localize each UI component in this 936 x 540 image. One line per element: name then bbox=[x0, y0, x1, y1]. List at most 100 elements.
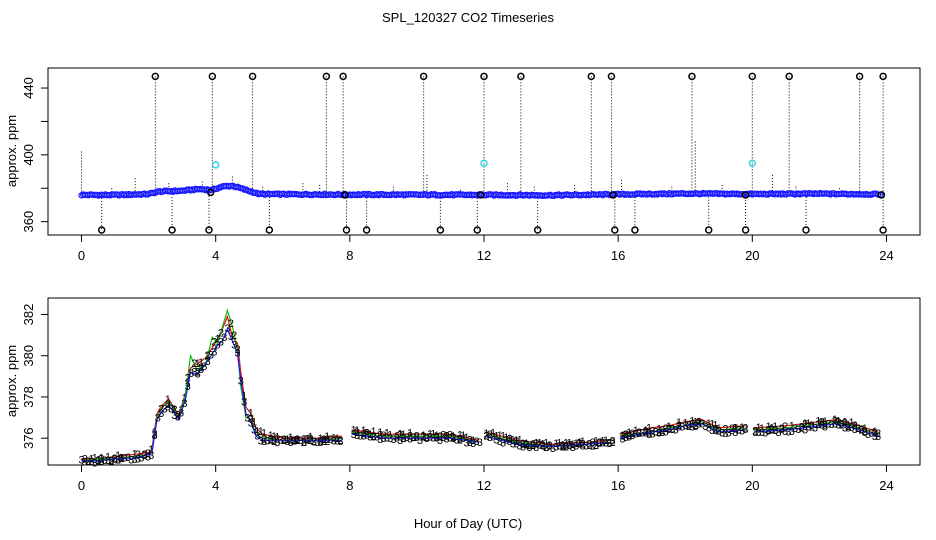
bottom-series-3-marker: 3 bbox=[503, 435, 509, 447]
bottom-series-3-marker: 3 bbox=[175, 412, 181, 424]
bottom-series-3-marker: 3 bbox=[185, 381, 191, 393]
bottom-series-3-marker: 3 bbox=[799, 421, 805, 433]
bottom-series-1-marker: 1 bbox=[500, 430, 506, 442]
bottom-series-3: 3333333333333333333333333333333333333333… bbox=[78, 323, 881, 470]
bottom-series-3-marker: 3 bbox=[470, 438, 476, 450]
bottom-series-3-marker: 3 bbox=[188, 368, 194, 380]
bottom-series-3-marker: 3 bbox=[623, 432, 629, 444]
bottom-series-3-marker: 3 bbox=[198, 364, 204, 376]
bottom-series-1-marker: 1 bbox=[756, 422, 762, 434]
bottom-series-3-marker: 3 bbox=[722, 428, 728, 440]
bottom-series-3-marker: 3 bbox=[819, 420, 825, 432]
top-max-point bbox=[339, 72, 347, 81]
bottom-series-3-marker: 3 bbox=[699, 419, 705, 431]
bottom-series-2-marker: 2 bbox=[729, 423, 735, 435]
bottom-series-3-marker: 3 bbox=[862, 427, 868, 439]
bottom-series-3-marker: 3 bbox=[726, 427, 732, 439]
bottom-series-1-marker: 1 bbox=[543, 438, 549, 450]
bottom-series-3-marker: 3 bbox=[473, 436, 479, 448]
bottom-x-tick-label: 0 bbox=[78, 478, 85, 493]
top-x-tick-label: 24 bbox=[879, 248, 893, 263]
bottom-series-2-line bbox=[351, 431, 480, 443]
bottom-series-1-marker: 1 bbox=[646, 423, 652, 435]
bottom-series-3-marker: 3 bbox=[387, 433, 393, 445]
bottom-series-1-marker: 1 bbox=[95, 454, 101, 466]
bottom-series-2-marker: 2 bbox=[108, 455, 114, 467]
bottom-ylabel: approx. ppm bbox=[4, 345, 19, 417]
bottom-series-3-marker: 3 bbox=[400, 433, 406, 445]
bottom-series-3-marker: 3 bbox=[374, 432, 380, 444]
bottom-series-2-marker: 2 bbox=[301, 437, 307, 449]
bottom-series-1-marker: 1 bbox=[463, 432, 469, 444]
bottom-series-3-marker: 3 bbox=[151, 430, 157, 442]
bottom-series-1-marker: 1 bbox=[540, 439, 546, 451]
bottom-series-2-marker: 2 bbox=[198, 362, 204, 374]
bottom-series-3-marker: 3 bbox=[288, 437, 294, 449]
bottom-series-1-line bbox=[351, 429, 480, 441]
bottom-series-1-marker: 1 bbox=[536, 437, 542, 449]
bottom-series-2-marker: 2 bbox=[629, 428, 635, 440]
bottom-series-2-marker: 2 bbox=[855, 423, 861, 435]
bottom-series-3-marker: 3 bbox=[719, 428, 725, 440]
bottom-series-3-marker: 3 bbox=[447, 432, 453, 444]
bottom-series-3-marker: 3 bbox=[95, 456, 101, 468]
bottom-series-1-marker: 1 bbox=[400, 429, 406, 441]
top-mean-points bbox=[78, 182, 883, 200]
bottom-series-3-marker: 3 bbox=[234, 347, 240, 359]
bottom-series-3-marker: 3 bbox=[477, 437, 483, 449]
panel-top: 0 4 8 12 16 20 24 360 400 440 approx. ppm bbox=[4, 67, 921, 263]
bottom-series-3-line bbox=[81, 327, 342, 462]
bottom-series-2-marker: 2 bbox=[875, 428, 881, 440]
bottom-series-1-marker: 1 bbox=[802, 418, 808, 430]
bottom-series-3-marker: 3 bbox=[729, 425, 735, 437]
top-min-point bbox=[879, 226, 887, 234]
bottom-series-2-marker: 2 bbox=[835, 416, 841, 428]
bottom-series-2-marker: 2 bbox=[158, 403, 164, 415]
bottom-series-3-marker: 3 bbox=[573, 441, 579, 453]
bottom-series-2-marker: 2 bbox=[819, 417, 825, 429]
top-calibration-point bbox=[748, 159, 757, 167]
bottom-x-tick-label: 20 bbox=[745, 478, 759, 493]
bottom-series-3-marker: 3 bbox=[457, 433, 463, 445]
bottom-series-2-marker: 2 bbox=[231, 330, 237, 342]
bottom-series-1-marker: 1 bbox=[165, 394, 171, 406]
bottom-y-tick-label: 382 bbox=[21, 304, 36, 326]
bottom-series-3-line bbox=[485, 435, 612, 448]
bottom-series-1-marker: 1 bbox=[862, 423, 868, 435]
bottom-series-2-marker: 2 bbox=[444, 430, 450, 442]
bottom-series-3-marker: 3 bbox=[460, 433, 466, 445]
bottom-series-3-marker: 3 bbox=[629, 430, 635, 442]
bottom-series-2-marker: 2 bbox=[380, 430, 386, 442]
top-max-point bbox=[248, 72, 257, 81]
bottom-series-1-marker: 1 bbox=[324, 431, 330, 443]
bottom-series-3-marker: 3 bbox=[82, 457, 88, 469]
top-flag-point bbox=[609, 191, 617, 199]
bottom-series-3-marker: 3 bbox=[560, 441, 566, 453]
bottom-series-2-marker: 2 bbox=[676, 420, 682, 432]
bottom-series-1-marker: 1 bbox=[553, 438, 559, 450]
bottom-series-3-marker: 3 bbox=[161, 404, 167, 416]
bottom-series-3-marker: 3 bbox=[102, 455, 108, 467]
bottom-series-3-marker: 3 bbox=[832, 419, 838, 431]
bottom-series-3-marker: 3 bbox=[848, 422, 854, 434]
top-calibration-point bbox=[480, 159, 488, 167]
bottom-series-3-marker: 3 bbox=[331, 435, 337, 447]
top-x-tick-label: 16 bbox=[611, 248, 625, 263]
top-y-tick-label: 400 bbox=[21, 144, 36, 166]
bottom-series-2-marker: 2 bbox=[872, 427, 878, 439]
bottom-series-2-marker: 2 bbox=[205, 350, 211, 362]
top-y-tick-label: 440 bbox=[21, 77, 36, 99]
top-min-point bbox=[436, 226, 445, 234]
bottom-series-1-marker: 1 bbox=[361, 425, 367, 437]
bottom-series-2-marker: 2 bbox=[400, 433, 406, 445]
top-min-point bbox=[631, 226, 639, 234]
bottom-series-3-marker: 3 bbox=[354, 430, 360, 442]
bottom-series-2-marker: 2 bbox=[722, 423, 728, 435]
bottom-series-2-marker: 2 bbox=[842, 417, 848, 429]
bottom-series-2-marker: 2 bbox=[211, 336, 217, 348]
bottom-series-3-marker: 3 bbox=[88, 456, 94, 468]
bottom-series-3-marker: 3 bbox=[128, 454, 134, 466]
bottom-series-3-marker: 3 bbox=[852, 424, 858, 436]
bottom-series-1-marker: 1 bbox=[626, 427, 632, 439]
bottom-series-2-marker: 2 bbox=[666, 423, 672, 435]
